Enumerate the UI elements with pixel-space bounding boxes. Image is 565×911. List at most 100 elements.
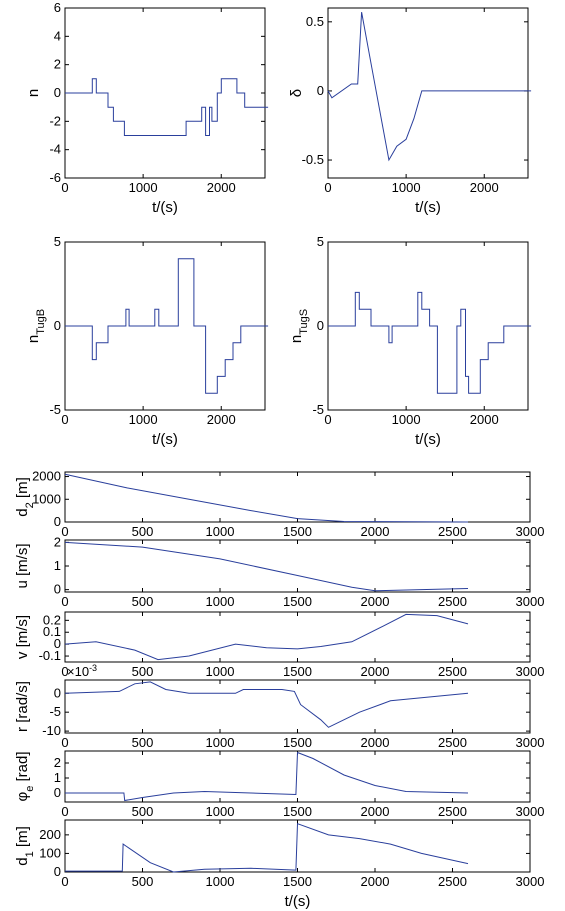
x-tick-label: 0 <box>61 874 68 889</box>
x-axis-label: t/(s) <box>152 199 178 216</box>
y-tick-label: 0.1 <box>43 624 61 639</box>
data-line <box>65 822 469 873</box>
plot-area <box>64 539 531 593</box>
x-tick-label: 1000 <box>206 664 235 679</box>
label-part: n <box>288 335 305 343</box>
x-tick-label: 1000 <box>129 180 158 195</box>
x-tick-label: 3000 <box>516 735 545 750</box>
label-part: e <box>24 786 36 792</box>
label-part: 2 <box>24 502 36 508</box>
x-tick-label: 0 <box>61 664 68 679</box>
y-tick-label: 2 <box>54 534 61 549</box>
label-part: δ <box>288 89 305 97</box>
data-line <box>327 12 532 162</box>
y-axis-label: n <box>25 89 42 97</box>
x-tick-label: 3000 <box>516 524 545 539</box>
x-tick-label: 500 <box>132 594 154 609</box>
y-tick-label: -0.1 <box>39 648 61 663</box>
x-axis-label: t/(s) <box>415 431 441 448</box>
x-tick-label: 2000 <box>361 594 390 609</box>
data-line <box>65 751 469 802</box>
plot-area <box>64 611 531 663</box>
y-axis-label: φe [rad] <box>14 751 36 801</box>
y-axis-label: d2 [m] <box>14 477 36 516</box>
label-part: TugS <box>298 309 310 335</box>
x-tick-label: 1000 <box>129 412 158 427</box>
plot-area <box>327 7 529 179</box>
x-tick-label: 1500 <box>283 594 312 609</box>
label-part: v [m/s] <box>14 615 31 659</box>
label-part: φ <box>14 792 31 802</box>
x-tick-label: 0 <box>61 524 68 539</box>
label-part: n <box>25 335 42 343</box>
y-tick-label: 0.2 <box>43 612 61 627</box>
y-axis-label: u [m/s] <box>14 543 31 588</box>
y-tick-label: 2 <box>54 755 61 770</box>
x-tick-label: 2000 <box>361 524 390 539</box>
y-tick-label: -5 <box>312 402 324 417</box>
x-tick-label: 1500 <box>283 735 312 750</box>
x-tick-label: 1500 <box>283 664 312 679</box>
y-tick-label: 0 <box>54 514 61 529</box>
x-tick-label: 0 <box>61 735 68 750</box>
y-tick-label: 0 <box>54 785 61 800</box>
y-axis-label: d1 [m] <box>14 826 36 865</box>
y-tick-label: 4 <box>54 28 61 43</box>
x-tick-label: 1000 <box>206 735 235 750</box>
label-part: r [rad/s] <box>14 681 31 732</box>
data-line <box>64 681 469 728</box>
plot-area <box>64 471 531 523</box>
x-axis-label: t/(s) <box>152 431 178 448</box>
y-tick-label: 0 <box>54 318 61 333</box>
y-tick-label: 5 <box>317 234 324 249</box>
x-tick-label: 1000 <box>206 804 235 819</box>
y-tick-label: 1 <box>54 558 61 573</box>
x-tick-label: 2000 <box>361 874 390 889</box>
x-tick-label: 0 <box>61 804 68 819</box>
y-tick-label: 0.5 <box>306 14 324 29</box>
x-tick-label: 1000 <box>392 180 421 195</box>
label-part: d <box>14 508 31 516</box>
x-tick-label: 2000 <box>207 180 236 195</box>
x-tick-label: 2500 <box>438 524 467 539</box>
y-tick-label: 2 <box>54 57 61 72</box>
x-tick-label: 2500 <box>438 804 467 819</box>
x-tick-label: 1500 <box>283 524 312 539</box>
label-part: u [m/s] <box>14 543 31 588</box>
y-tick-label: -5 <box>49 704 61 719</box>
label-part: [m] <box>14 826 31 851</box>
y-axis-label: δ <box>288 89 305 97</box>
x-tick-label: 2000 <box>470 412 499 427</box>
x-axis-label: t/(s) <box>285 893 311 910</box>
y-axis-label: nTugS <box>288 309 310 343</box>
y-tick-label: 5 <box>54 234 61 249</box>
y-axis-label: r [rad/s] <box>14 681 31 732</box>
x-tick-label: 1000 <box>206 594 235 609</box>
y-tick-label: 0 <box>54 85 61 100</box>
y-tick-label: 0 <box>54 582 61 597</box>
data-line <box>64 613 469 661</box>
y-tick-label: 2000 <box>32 469 61 484</box>
label-part: [m] <box>14 477 31 502</box>
x-tick-label: 1000 <box>392 412 421 427</box>
y-axis-label: nTugB <box>25 309 47 343</box>
x-tick-label: 1000 <box>206 524 235 539</box>
x-tick-label: 2500 <box>438 874 467 889</box>
plot-area <box>64 7 266 179</box>
y-tick-label: 0 <box>54 636 61 651</box>
x-tick-label: 0 <box>61 412 68 427</box>
x-tick-label: 3000 <box>516 804 545 819</box>
x-tick-label: 500 <box>132 664 154 679</box>
x-tick-label: 2500 <box>438 594 467 609</box>
x-tick-label: 1500 <box>283 804 312 819</box>
y-tick-label: 0 <box>317 318 324 333</box>
label-part: TugB <box>35 309 47 335</box>
y-tick-label: 0 <box>54 864 61 879</box>
x-tick-label: 0 <box>324 412 331 427</box>
y-tick-label: 0 <box>54 685 61 700</box>
x-tick-label: 3000 <box>516 664 545 679</box>
y-tick-label: 6 <box>54 0 61 15</box>
x-tick-label: 500 <box>132 735 154 750</box>
label-part: -3 <box>89 663 97 673</box>
